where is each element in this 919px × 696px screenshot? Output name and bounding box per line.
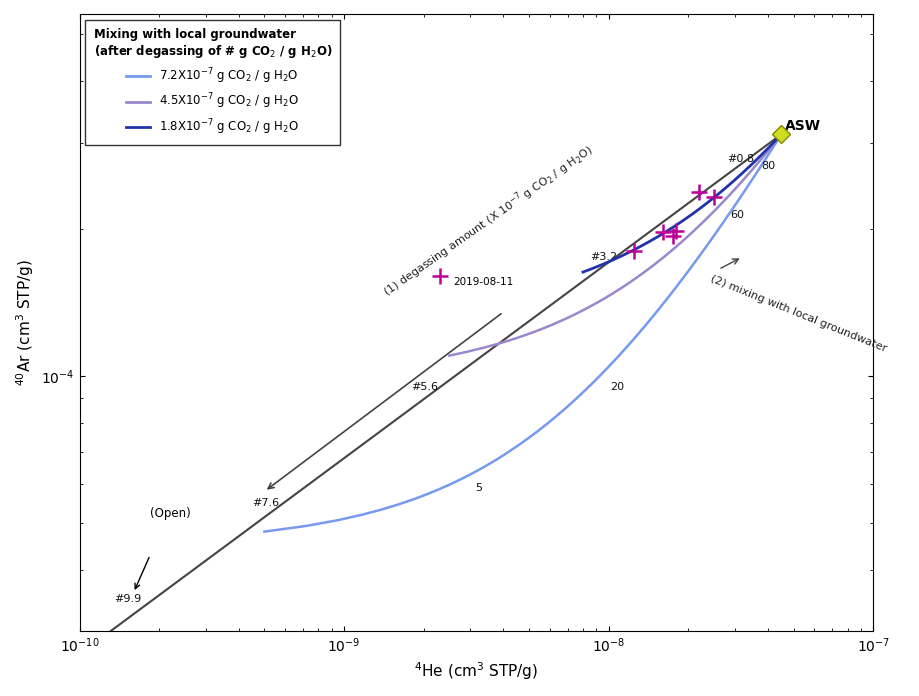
Text: #0.8: #0.8 [727,154,754,164]
Text: ASW: ASW [785,119,821,133]
Y-axis label: $^{40}$Ar (cm$^{3}$ STP/g): $^{40}$Ar (cm$^{3}$ STP/g) [14,259,36,386]
Text: (2) mixing with local groundwater: (2) mixing with local groundwater [709,274,889,354]
Text: 2019-08-11: 2019-08-11 [453,278,513,287]
Text: 5: 5 [475,483,482,493]
X-axis label: $^{4}$He (cm$^{3}$ STP/g): $^{4}$He (cm$^{3}$ STP/g) [414,661,539,682]
Text: (1) degassing amount (X 10$^{-7}$ g CO$_2$ / g H$_2$O): (1) degassing amount (X 10$^{-7}$ g CO$_… [380,141,596,301]
Text: #5.6: #5.6 [412,381,438,392]
Legend: 7.2X10$^{-7}$ g CO$_2$ / g H$_2$O, 4.5X10$^{-7}$ g CO$_2$ / g H$_2$O, 1.8X10$^{-: 7.2X10$^{-7}$ g CO$_2$ / g H$_2$O, 4.5X1… [85,19,340,145]
Text: (Open): (Open) [150,507,191,520]
Text: #7.6: #7.6 [253,498,279,507]
Text: #3.2: #3.2 [590,252,617,262]
Text: 20: 20 [610,381,625,392]
Text: #9.9: #9.9 [114,594,142,603]
Text: 60: 60 [731,209,744,220]
Text: 80: 80 [762,161,776,171]
